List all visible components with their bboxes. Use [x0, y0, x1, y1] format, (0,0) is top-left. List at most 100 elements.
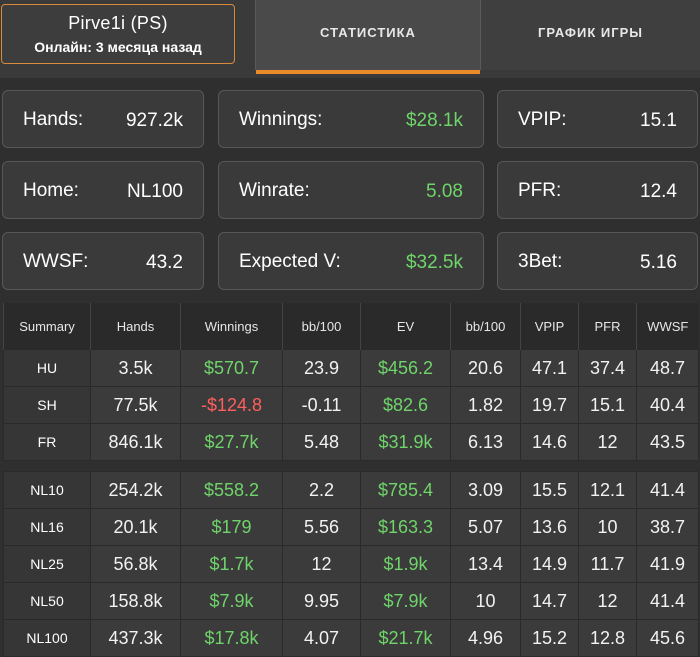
cell-winnings: -$124.8: [180, 386, 283, 424]
cell-hands: 437.3k: [90, 619, 181, 657]
cell-winnings: $570.7: [180, 349, 283, 387]
cell-hands: 77.5k: [90, 386, 181, 424]
cell-pfr: 37.4: [578, 349, 637, 387]
cell-vpip: 13.6: [520, 508, 579, 546]
cell-ev: $21.7k: [360, 619, 451, 657]
column-header[interactable]: PFR: [578, 303, 637, 350]
stat-label: Home:: [23, 180, 79, 201]
column-header[interactable]: WWSF: [636, 303, 699, 350]
cell-bb100: 23.9: [282, 349, 361, 387]
cell-pfr: 15.1: [578, 386, 637, 424]
cell-ev: $785.4: [360, 471, 451, 509]
player-name: Pirve1i (PS): [68, 13, 168, 33]
stat-card-winnings: Winnings: $28.1k: [218, 90, 484, 148]
row-label: NL100: [3, 619, 91, 657]
table-row: NL100 437.3k $17.8k 4.07 $21.7k 4.96 15.2 12.8 4…: [3, 619, 699, 657]
column-header[interactable]: VPIP: [520, 303, 579, 350]
cell-pfr: 11.7: [578, 545, 637, 583]
spacer-cell: [3, 460, 699, 472]
stat-label: WWSF:: [23, 251, 89, 272]
column-header[interactable]: bb/100: [282, 303, 361, 350]
cell-vpip: 14.6: [520, 423, 579, 461]
stat-label: VPIP:: [518, 109, 567, 130]
cell-ev: $7.9k: [360, 582, 451, 620]
cell-bb100: 12: [282, 545, 361, 583]
row-label: HU: [3, 349, 91, 387]
tab-divider: [480, 0, 481, 70]
cell-ev-bb100: 5.07: [450, 508, 521, 546]
cell-vpip: 15.2: [520, 619, 579, 657]
cell-bb100: -0.11: [282, 386, 361, 424]
cell-pfr: 12: [578, 423, 637, 461]
stat-value: 5.16: [640, 252, 677, 273]
cell-hands: 254.2k: [90, 471, 181, 509]
cell-pfr: 12.8: [578, 619, 637, 657]
column-header[interactable]: Winnings: [180, 303, 283, 350]
cell-pfr: 12.1: [578, 471, 637, 509]
cell-ev-bb100: 3.09: [450, 471, 521, 509]
stat-label: PFR:: [518, 180, 562, 201]
tab-divider: [255, 0, 256, 70]
stat-label: Winrate:: [239, 180, 310, 201]
stat-value: 15.1: [640, 110, 677, 131]
cell-bb100: 5.48: [282, 423, 361, 461]
stat-value: $28.1k: [405, 110, 463, 131]
stat-value: NL100: [127, 181, 183, 202]
cell-ev: $82.6: [360, 386, 451, 424]
row-label: FR: [3, 423, 91, 461]
cell-winnings: $27.7k: [180, 423, 283, 461]
cell-vpip: 19.7: [520, 386, 579, 424]
cell-winnings: $7.9k: [180, 582, 283, 620]
stat-label: Hands:: [23, 109, 84, 130]
stat-label: Winnings:: [239, 109, 323, 130]
table-row: NL16 20.1k $179 5.56 $163.3 5.07 13.6 10 38.7: [3, 508, 699, 546]
stat-value: 12.4: [640, 181, 677, 202]
cell-winnings: $558.2: [180, 471, 283, 509]
cell-bb100: 2.2: [282, 471, 361, 509]
player-online-status: Онлайн: 3 месяца назад: [34, 39, 202, 55]
cell-hands: 56.8k: [90, 545, 181, 583]
tab-game-graph[interactable]: ГРАФИК ИГРЫ: [481, 0, 700, 70]
cell-ev-bb100: 10: [450, 582, 521, 620]
row-label: SH: [3, 386, 91, 424]
cell-bb100: 5.56: [282, 508, 361, 546]
cell-wwsf: 41.4: [636, 471, 699, 509]
cell-bb100: 9.95: [282, 582, 361, 620]
cell-ev-bb100: 1.82: [450, 386, 521, 424]
cell-pfr: 12: [578, 582, 637, 620]
cell-wwsf: 43.5: [636, 423, 699, 461]
stat-card-pfr: PFR: 12.4: [497, 161, 698, 219]
column-header[interactable]: bb/100: [450, 303, 521, 350]
cell-wwsf: 41.4: [636, 582, 699, 620]
row-label: NL50: [3, 582, 91, 620]
table-row: FR 846.1k $27.7k 5.48 $31.9k 6.13 14.6 12 43.5: [3, 423, 699, 461]
cell-ev: $31.9k: [360, 423, 451, 461]
stat-card-wwsf: WWSF: 43.2: [2, 232, 204, 290]
cell-vpip: 15.5: [520, 471, 579, 509]
stat-card-3bet: 3Bet: 5.16: [497, 232, 698, 290]
table-row: NL25 56.8k $1.7k 12 $1.9k 13.4 14.9 11.7 41.9: [3, 545, 699, 583]
column-header[interactable]: EV: [360, 303, 451, 350]
row-label: NL16: [3, 508, 91, 546]
column-header[interactable]: Summary: [3, 303, 91, 350]
cell-wwsf: 41.9: [636, 545, 699, 583]
top-bar: Pirve1i (PS) Онлайн: 3 месяца назад СТАТ…: [0, 0, 700, 78]
table-row: HU 3.5k $570.7 23.9 $456.2 20.6 47.1 37.4 48.7: [3, 349, 699, 387]
row-label: NL25: [3, 545, 91, 583]
cell-vpip: 47.1: [520, 349, 579, 387]
table-header-row: Summary Hands Winnings bb/100 EV bb/100 …: [3, 303, 699, 350]
cell-wwsf: 40.4: [636, 386, 699, 424]
cell-ev: $1.9k: [360, 545, 451, 583]
tab-statistics[interactable]: СТАТИСТИКА: [256, 0, 480, 74]
cell-vpip: 14.9: [520, 545, 579, 583]
column-header[interactable]: Hands: [90, 303, 181, 350]
stat-value: 43.2: [146, 252, 183, 273]
cell-pfr: 10: [578, 508, 637, 546]
table-group-spacer: [3, 460, 699, 472]
cell-ev-bb100: 4.96: [450, 619, 521, 657]
stat-value: 5.08: [426, 181, 463, 202]
summary-table: Summary Hands Winnings bb/100 EV bb/100 …: [3, 303, 699, 657]
stat-card-home: Home: NL100: [2, 161, 204, 219]
stat-value: 927.2k: [125, 110, 183, 131]
stat-card-expected-value: Expected V: $32.5k: [218, 232, 484, 290]
